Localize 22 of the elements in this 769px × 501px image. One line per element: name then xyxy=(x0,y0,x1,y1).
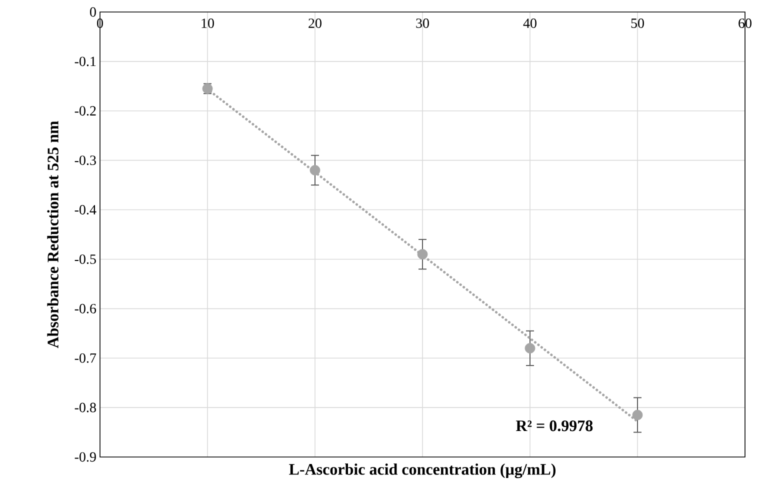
point xyxy=(524,343,536,354)
y-tick-label: -0.4 xyxy=(74,205,96,215)
x-tick-label: 20 xyxy=(308,18,322,28)
y-tick-label: -0.1 xyxy=(74,56,96,66)
y-tick-label: -0.8 xyxy=(74,402,96,412)
y-tick-label: -0.9 xyxy=(74,452,96,462)
point xyxy=(310,165,320,176)
point xyxy=(417,249,428,260)
y-tick-label: -0.2 xyxy=(74,106,96,116)
y-tick-label: 0 xyxy=(90,7,96,17)
x-tick-label: 40 xyxy=(523,18,536,28)
x-tick-label: 30 xyxy=(416,18,429,28)
x-axis-title: L-Ascorbic acid concentration (µg/mL) xyxy=(289,464,556,478)
y-tick-label: -0.7 xyxy=(74,353,96,363)
x-tick-label: 10 xyxy=(202,18,214,28)
y-tick-label: -0.6 xyxy=(74,304,96,314)
y-tick-label: -0.5 xyxy=(74,254,96,264)
annotation: R² = 0.9978 xyxy=(516,420,593,432)
point xyxy=(632,410,643,420)
y-tick-label: -0.3 xyxy=(74,156,96,166)
y-axis-title: Absorbance Reduction at 525 nm xyxy=(47,120,58,348)
x-tick-label: 50 xyxy=(631,18,644,28)
